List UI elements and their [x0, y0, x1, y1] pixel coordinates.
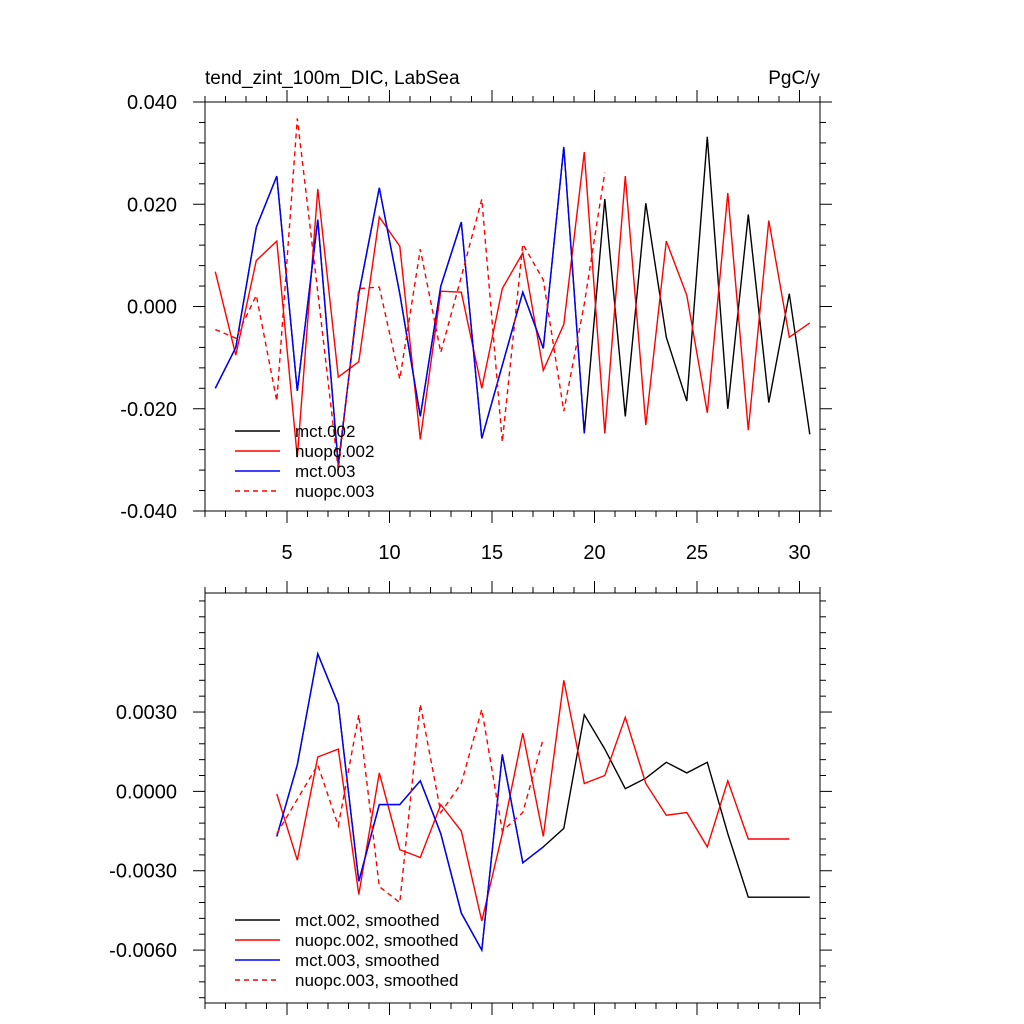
y-tick-label: -0.0060	[109, 940, 177, 962]
legend-label: mct.003, smoothed	[295, 951, 440, 970]
x-tick-label: 15	[481, 542, 503, 564]
x-tick-label: 20	[583, 542, 605, 564]
series-line-mct-003	[214, 146, 585, 466]
y-tick-label: -0.0030	[109, 861, 177, 883]
legend-label: mct.002	[295, 422, 355, 441]
x-tick-label: 25	[686, 542, 708, 564]
y-tick-label: 0.0030	[116, 702, 177, 724]
y-tick-label: 0.0000	[116, 781, 177, 803]
x-tick-label: 10	[378, 542, 400, 564]
x-tick-label: 5	[281, 542, 292, 564]
y-tick-label: -0.020	[120, 399, 177, 421]
legend-label: nuopc.003	[295, 482, 374, 501]
y-tick-label: 0.040	[127, 92, 177, 114]
series-line-mct-002	[214, 136, 811, 466]
series-line-mct-002-smoothed	[276, 651, 810, 953]
legend-label: mct.003	[295, 462, 355, 481]
x-tick-label: 30	[788, 542, 810, 564]
legend-label: nuopc.002	[295, 442, 374, 461]
series-line-nuopc-003	[215, 118, 606, 471]
units-label: PgC/y	[768, 68, 820, 89]
series-line-mct-003-smoothed	[276, 651, 544, 953]
legend-label: nuopc.002, smoothed	[295, 931, 459, 950]
legend-label: nuopc.003, smoothed	[295, 971, 459, 990]
bottom-panel: 0.0030 0.0000 -0.0030 -0.0060 mct.002, smoot…	[109, 581, 832, 1015]
series-line-nuopc-002-smoothed	[276, 680, 790, 922]
legend-label: mct.002, smoothed	[295, 911, 440, 930]
top-panel: 5 10 15 20 25 30 0.040 0.020 0.000 -0.020 -0.040 te…	[120, 68, 832, 564]
series-line-nuopc-003-smoothed	[276, 703, 544, 904]
y-tick-label: 0.020	[127, 194, 177, 216]
y-tick-label: -0.040	[120, 501, 177, 523]
y-tick-label: 0.000	[127, 297, 177, 319]
chart-title: tend_zint_100m_DIC, LabSea	[205, 68, 460, 89]
series-line-nuopc-002	[214, 152, 811, 458]
